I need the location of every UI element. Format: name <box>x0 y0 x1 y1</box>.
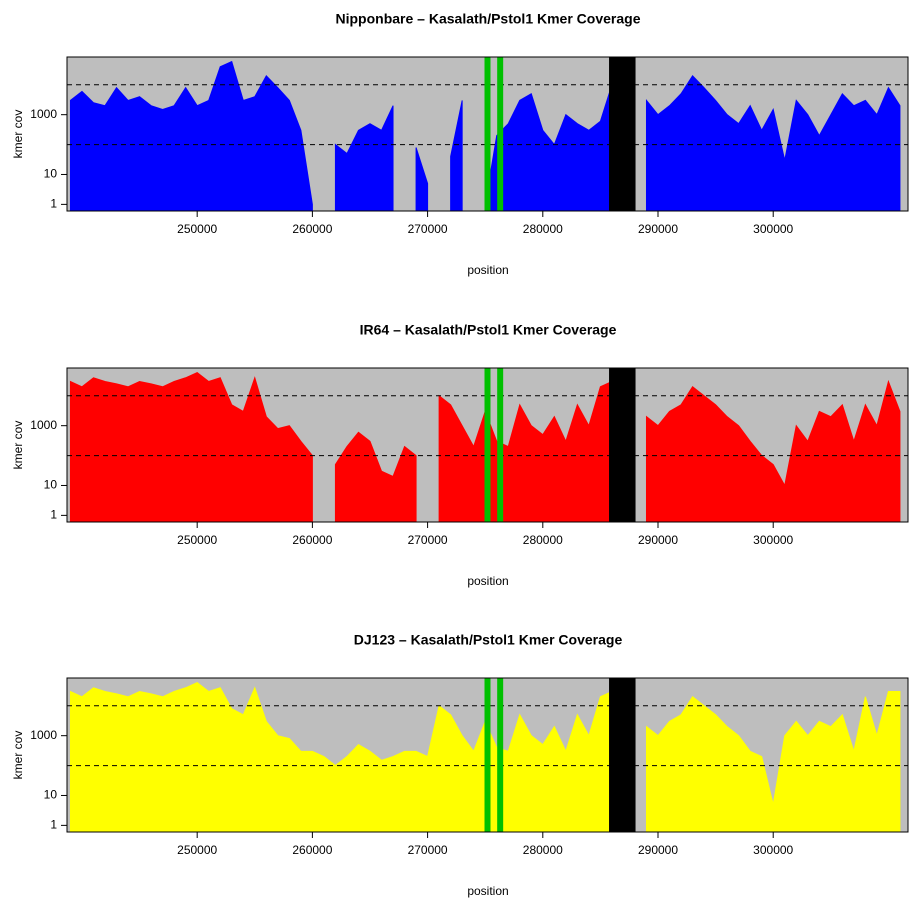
x-axis-label: position <box>467 574 508 588</box>
coverage-area <box>69 60 901 211</box>
panel: DJ123 – Kasalath/Pstol1 Kmer Coverage 250… <box>11 632 909 898</box>
x-tick-label: 290000 <box>638 843 678 857</box>
y-tick-label: 1000 <box>30 107 57 121</box>
x-tick-label: 250000 <box>177 533 217 547</box>
x-tick-label: 280000 <box>523 222 563 236</box>
y-axis-label: kmer cov <box>11 110 25 159</box>
x-tick-label: 300000 <box>753 222 793 236</box>
region <box>609 678 636 832</box>
y-tick-label: 1 <box>50 508 57 522</box>
plot-area <box>67 678 908 832</box>
plot-border <box>66 56 909 212</box>
x-axis-label: position <box>467 263 508 277</box>
x-tick-label: 270000 <box>408 222 448 236</box>
plot-area <box>67 368 908 522</box>
x-tick-label: 260000 <box>292 843 332 857</box>
y-tick-label: 1000 <box>30 728 57 742</box>
y-tick-label: 10 <box>44 167 58 181</box>
region <box>609 368 636 522</box>
y-tick-label: 10 <box>44 788 58 802</box>
x-tick-label: 300000 <box>753 843 793 857</box>
x-tick-label: 270000 <box>408 843 448 857</box>
chart-title: Nipponbare – Kasalath/Pstol1 Kmer Covera… <box>336 11 641 27</box>
chart-title: DJ123 – Kasalath/Pstol1 Kmer Coverage <box>354 632 623 648</box>
x-tick-label: 280000 <box>523 533 563 547</box>
plot-border <box>66 677 909 833</box>
y-tick-label: 1000 <box>30 418 57 432</box>
y-tick-label: 1 <box>50 818 57 832</box>
x-tick-label: 260000 <box>292 533 332 547</box>
plot-area <box>67 57 908 211</box>
x-tick-label: 280000 <box>523 843 563 857</box>
chart-title: IR64 – Kasalath/Pstol1 Kmer Coverage <box>360 322 617 338</box>
panel: Nipponbare – Kasalath/Pstol1 Kmer Covera… <box>11 11 909 277</box>
x-tick-label: 290000 <box>638 533 678 547</box>
x-tick-label: 270000 <box>408 533 448 547</box>
panel: IR64 – Kasalath/Pstol1 Kmer Coverage 2500… <box>11 322 909 588</box>
x-tick-label: 250000 <box>177 222 217 236</box>
y-tick-label: 1 <box>50 197 57 211</box>
region <box>609 57 636 211</box>
x-tick-label: 260000 <box>292 222 332 236</box>
x-tick-label: 290000 <box>638 222 678 236</box>
y-axis-label: kmer cov <box>11 421 25 470</box>
x-axis-label: position <box>467 884 508 898</box>
x-tick-label: 300000 <box>753 533 793 547</box>
y-axis-label: kmer cov <box>11 731 25 780</box>
y-tick-label: 10 <box>44 478 58 492</box>
x-tick-label: 250000 <box>177 843 217 857</box>
plot-border <box>66 367 909 523</box>
